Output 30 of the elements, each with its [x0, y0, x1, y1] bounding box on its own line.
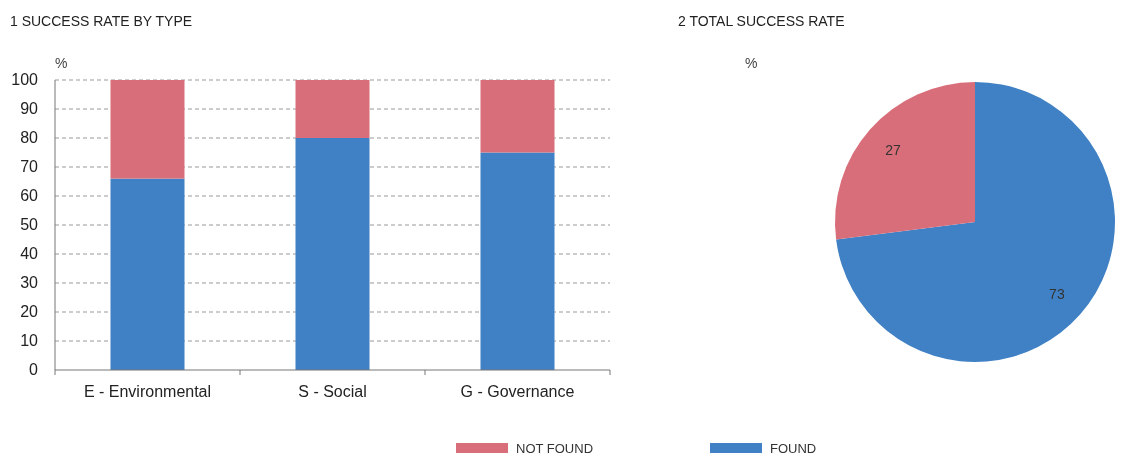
- text: %: [745, 55, 758, 71]
- bar: [110, 80, 185, 179]
- y-tick-label: 30: [20, 274, 39, 291]
- y-axis-title: %: [55, 55, 68, 71]
- bar: [295, 80, 370, 138]
- bar: [480, 80, 555, 153]
- y-tick-label: 80: [20, 129, 39, 146]
- x-tick-label: S - Social: [298, 383, 367, 400]
- x-tick-label: E - Environmental: [83, 383, 212, 400]
- chart-title: 2 TOTAL SUCCESS RATE: [678, 13, 845, 29]
- data-label: 73: [1049, 286, 1065, 303]
- y-tick-label: 40: [20, 245, 39, 262]
- y-tick-label: 100: [11, 71, 39, 88]
- pie-slice: [835, 82, 975, 240]
- bar: [295, 138, 370, 370]
- y-tick-label: 60: [20, 187, 39, 204]
- y-tick-label: 70: [20, 158, 39, 175]
- y-tick-label: 0: [29, 361, 39, 378]
- legend-label: NOT FOUND: [516, 441, 594, 456]
- chart-title: 1 SUCCESS RATE BY TYPE: [10, 13, 193, 29]
- bar: [110, 178, 185, 370]
- y-tick-label: 50: [20, 216, 39, 233]
- bar: [480, 152, 555, 370]
- y-tick-label: 10: [20, 332, 39, 349]
- y-tick-label: 90: [20, 100, 39, 117]
- y-tick-label: 20: [20, 303, 39, 320]
- x-tick-label: G - Governance: [460, 383, 575, 400]
- data-label: 27: [885, 141, 902, 158]
- legend-label: FOUND: [770, 441, 817, 456]
- pie-slice: [836, 82, 1115, 362]
